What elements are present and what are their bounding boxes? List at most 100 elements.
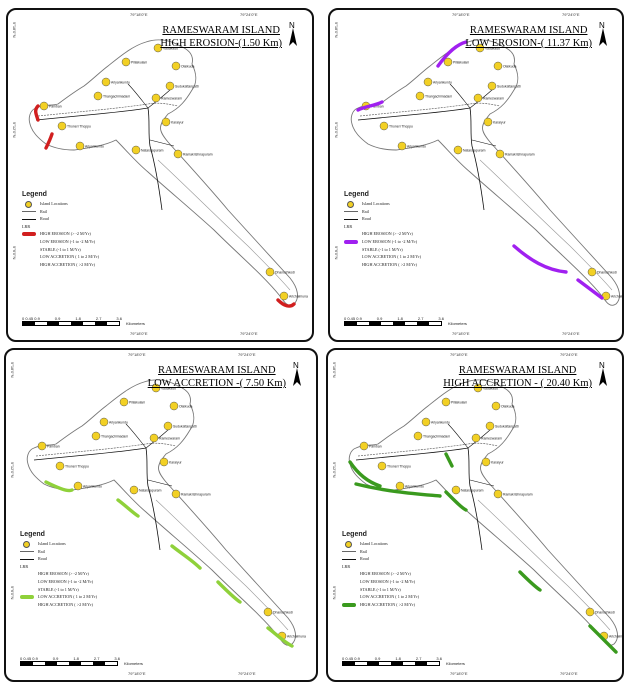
place-label: Sudukattanpatti — [495, 425, 519, 429]
location-point-icon — [483, 117, 493, 127]
location-point-icon — [397, 141, 407, 151]
place-label: Karaiyur — [491, 461, 504, 465]
location-point-icon — [25, 200, 32, 208]
location-point-icon — [443, 57, 453, 67]
rail-line-icon — [22, 211, 36, 213]
legend-label: Island Locations — [40, 201, 68, 206]
location-point-icon — [119, 397, 129, 407]
legend-item-class: LOW ACCRETION ( 1 to 2 M/Yr) — [342, 593, 419, 601]
scale-bar: 0 0.45 0.9 0.9 1.8 2.7 3.6 Kilometers — [22, 316, 145, 326]
latitude-label: 9°18'0"N — [10, 362, 15, 378]
location-point-icon — [471, 433, 481, 443]
place-label: Pillaikulam — [453, 61, 469, 65]
north-label: N — [289, 21, 295, 30]
location-point-icon — [441, 397, 451, 407]
legend-label: HIGH EROSION (> -2 M/Yr) — [362, 231, 413, 237]
legend-item-class: STABLE (-1 to 1 M/Yr) — [342, 586, 419, 594]
legend-label: Rail — [362, 208, 369, 214]
latitude-label: 9°18'0"N — [334, 22, 339, 38]
scale-bar: 0 0.45 0.9 0.9 1.8 2.7 3.6 Kilometers — [342, 656, 465, 666]
scale-tick-label: 1.8 — [395, 656, 401, 661]
scale-tick-label: 3.6 — [436, 656, 442, 661]
longitude-label: 79°24'0"E — [238, 671, 256, 676]
place-label: Arichalmunai — [609, 635, 624, 639]
place-label: Pamban — [369, 445, 382, 449]
coastline — [26, 379, 296, 646]
island-map: Vadakadu Pillaikulam Olaikuda Ariyankundu Su… — [350, 39, 622, 306]
place-label: Thoneri Thoppu — [65, 465, 89, 469]
legend-item-class: HIGH ACCRETION ( >2 M/Yr) — [344, 261, 421, 269]
location-point-icon — [395, 481, 405, 491]
legend-label: HIGH EROSION (> -2 M/Yr) — [40, 231, 91, 237]
map-panel: Vadakadu Pillaikulam Olaikuda Ariyankundu Su… — [4, 348, 318, 682]
legend-item-class: STABLE (-1 to 1 M/Yr) — [22, 246, 99, 254]
longitude-label: 79°24'0"E — [560, 671, 578, 676]
place-label: Sudukattanpatti — [175, 85, 199, 89]
location-point-icon — [91, 431, 101, 441]
location-point-icon — [37, 441, 47, 451]
scale-tick-label: 1.8 — [397, 316, 403, 321]
place-label: Thoneri Thoppu — [387, 465, 411, 469]
highlighted-shoreline — [34, 104, 296, 308]
coastline — [348, 379, 618, 646]
scale-unit: Kilometers — [126, 321, 145, 326]
legend-label: LRR — [22, 223, 31, 229]
legend-label: STABLE (-1 to 1 M/Yr) — [40, 246, 81, 252]
place-label: Ramakrishnapuram — [183, 153, 213, 157]
place-label: Pamban — [49, 105, 62, 109]
place-label: Olaikuda — [181, 65, 194, 69]
legend-label: LRR — [20, 563, 29, 569]
place-label: Ramakrishnapuram — [505, 153, 535, 157]
place-label: Rameswaram — [483, 97, 504, 101]
legend-item-class: LOW ACCRETION ( 1 to 2 M/Yr) — [344, 253, 421, 261]
map-legend: Legend Island Locations Rail Road LRR HI… — [342, 530, 419, 608]
scale-tick-label: 3.6 — [438, 316, 444, 321]
scale-tick-label: 2.7 — [417, 316, 424, 321]
class-swatch-icon — [342, 602, 356, 607]
legend-label: Road — [362, 216, 371, 222]
location-point-icon — [23, 540, 30, 548]
location-point-icon — [493, 489, 503, 499]
map-legend: Legend Island Locations Rail Road LRR HI… — [344, 190, 421, 268]
legend-item-class: HIGH EROSION (> -2 M/Yr) — [20, 570, 97, 578]
place-label: Karaiyur — [169, 461, 182, 465]
place-label: Ariyankundu — [433, 81, 452, 85]
location-point-icon — [473, 93, 483, 103]
place-label: Dhanushkodi — [273, 611, 293, 615]
scale-tick-label: 0.9 — [374, 656, 381, 661]
location-point-icon — [93, 91, 103, 101]
place-label: Pamban — [47, 445, 60, 449]
location-point-icon — [347, 200, 354, 208]
location-point-icon — [359, 441, 369, 451]
place-label: Natarajapuram — [463, 149, 486, 153]
legend-item-island: Island Locations — [344, 200, 421, 208]
highlighted-shoreline — [356, 40, 604, 300]
location-point-icon — [481, 457, 491, 467]
coastal-road — [479, 159, 613, 291]
map-panel: Vadakadu Pillaikulam Olaikuda Ariyankundu Su… — [328, 8, 624, 342]
legend-label: LRR — [342, 563, 351, 569]
scale-tick-label: 2.7 — [93, 656, 100, 661]
location-point-icon — [413, 431, 423, 441]
scale-tick-label: 0 0.45 0.9 — [344, 316, 362, 321]
legend-label: Road — [38, 556, 47, 562]
latitude-label: 9°6'0"N — [10, 586, 15, 600]
location-point-icon — [475, 43, 485, 53]
longitude-label: 79°24'0"E — [240, 331, 258, 336]
place-label: Ariyankundu — [85, 145, 104, 149]
legend-item-class: LOW EROSION (-1 to -2 M/Yr) — [20, 578, 97, 586]
legend-label: LRR — [344, 223, 353, 229]
legend-label: Rail — [38, 548, 45, 554]
longitude-label: 79°18'0"E — [130, 12, 148, 17]
north-arrow-icon: N — [596, 21, 610, 48]
scale-tick-label: 1.8 — [75, 316, 81, 321]
latitude-label: 9°12'0"N — [332, 462, 337, 478]
map-title: RAMESWARAM ISLAND HIGH ACCRETION - ( 20.… — [443, 364, 592, 390]
place-label: Ramakrishnapuram — [181, 493, 211, 497]
longitude-label: 79°18'0"E — [450, 671, 468, 676]
legend-label: LOW ACCRETION ( 1 to 2 M/Yr) — [38, 594, 98, 600]
place-label: Natarajapuram — [141, 149, 164, 153]
coastal-road — [477, 499, 611, 631]
legend-item-road: Road — [342, 555, 419, 563]
scale-unit: Kilometers — [448, 321, 467, 326]
